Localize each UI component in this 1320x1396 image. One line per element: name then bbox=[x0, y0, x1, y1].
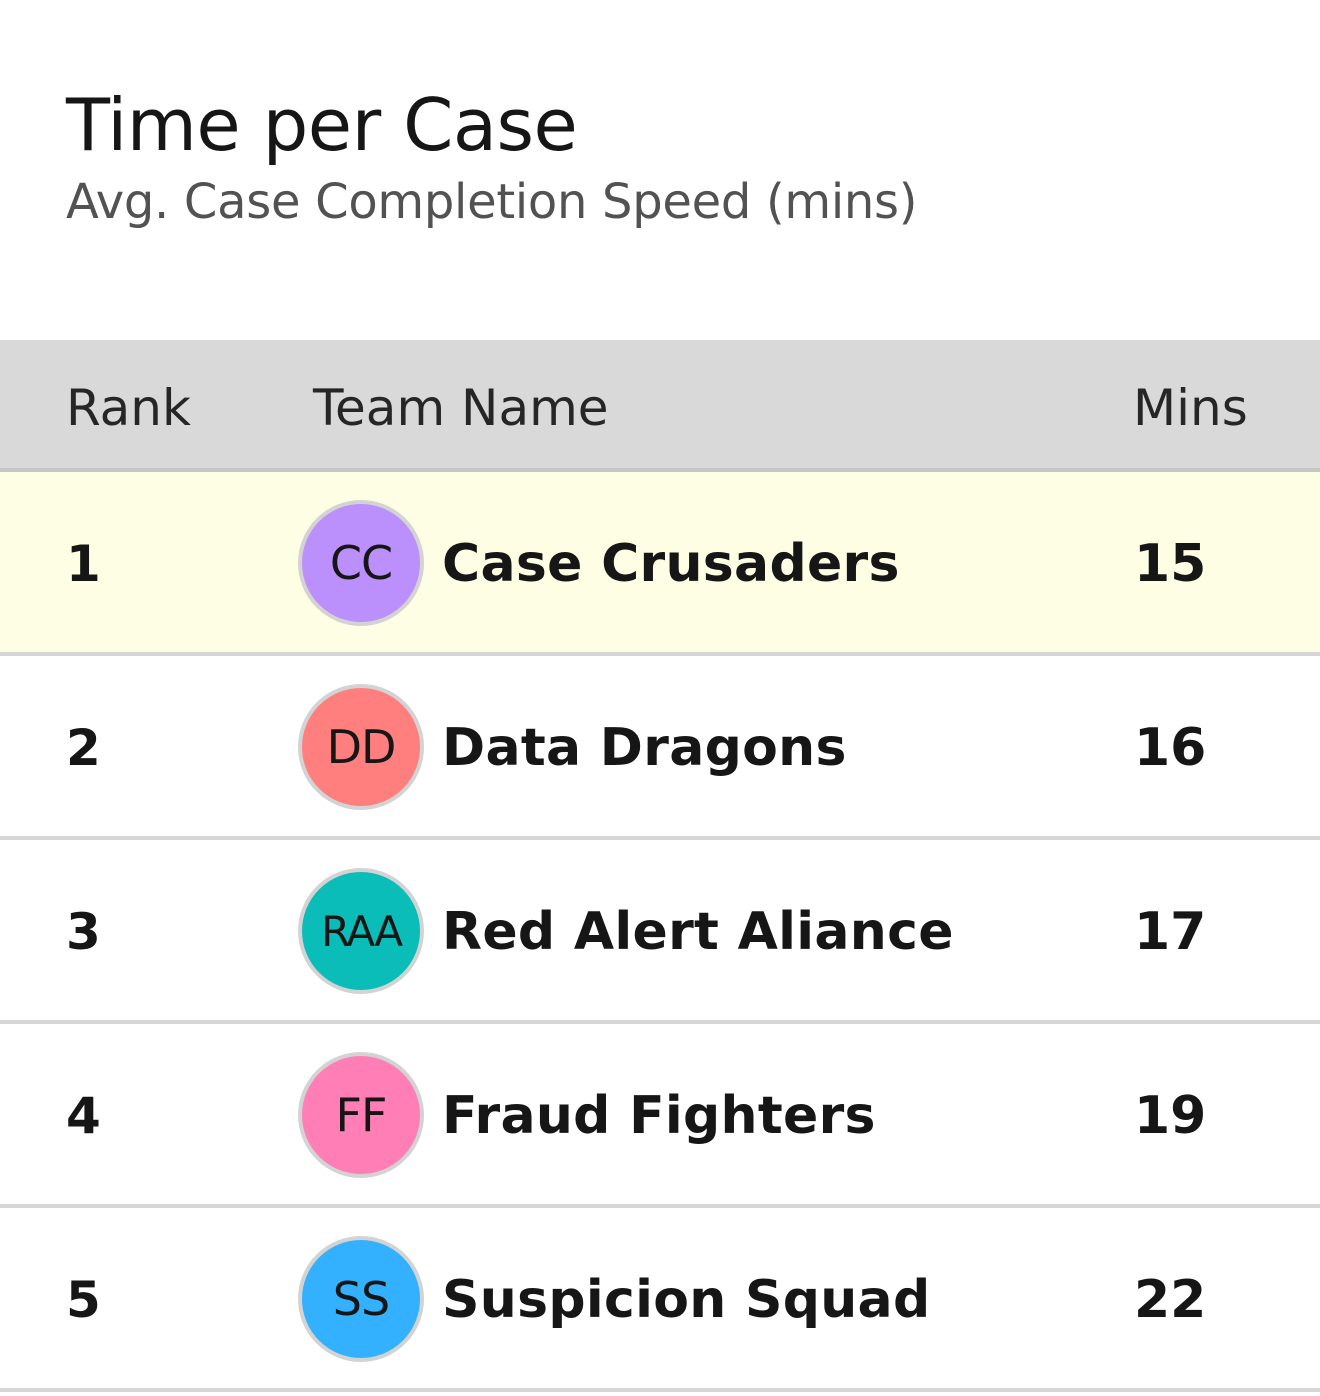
team-name-cell: Case Crusaders bbox=[442, 534, 900, 594]
team-avatar: RAA bbox=[298, 868, 424, 994]
table-row[interactable]: 2 DD Data Dragons 16 bbox=[0, 656, 1320, 840]
team-name-cell: Suspicion Squad bbox=[442, 1270, 931, 1330]
table-row[interactable]: 1 CC Case Crusaders 15 bbox=[0, 472, 1320, 656]
column-header-rank[interactable]: Rank bbox=[66, 379, 191, 437]
mins-cell: 19 bbox=[1134, 1086, 1207, 1146]
rank-cell: 3 bbox=[66, 903, 101, 961]
mins-cell: 17 bbox=[1134, 902, 1207, 962]
table-row[interactable]: 3 RAA Red Alert Aliance 17 bbox=[0, 840, 1320, 1024]
team-avatar: DD bbox=[298, 684, 424, 810]
rank-cell: 5 bbox=[66, 1271, 101, 1329]
table-header: Rank Team Name Mins bbox=[0, 340, 1320, 472]
mins-cell: 16 bbox=[1134, 718, 1207, 778]
rank-cell: 2 bbox=[66, 719, 101, 777]
team-avatar: CC bbox=[298, 500, 424, 626]
column-header-team-name[interactable]: Team Name bbox=[313, 379, 609, 437]
mins-cell: 15 bbox=[1134, 534, 1207, 594]
mins-cell: 22 bbox=[1134, 1270, 1207, 1330]
team-avatar: FF bbox=[298, 1052, 424, 1178]
rank-cell: 4 bbox=[66, 1087, 101, 1145]
team-name-cell: Data Dragons bbox=[442, 718, 847, 778]
column-header-mins[interactable]: Mins bbox=[1133, 379, 1248, 437]
table-row[interactable]: 4 FF Fraud Fighters 19 bbox=[0, 1024, 1320, 1208]
leaderboard-table: Rank Team Name Mins 1 CC Case Crusaders … bbox=[0, 340, 1320, 1392]
card-title: Time per Case bbox=[66, 83, 578, 167]
table-row[interactable]: 5 SS Suspicion Squad 22 bbox=[0, 1208, 1320, 1392]
team-name-cell: Fraud Fighters bbox=[442, 1086, 876, 1146]
team-name-cell: Red Alert Aliance bbox=[442, 902, 954, 962]
team-avatar: SS bbox=[298, 1236, 424, 1362]
rank-cell: 1 bbox=[66, 535, 101, 593]
card-header: Time per Case Avg. Case Completion Speed… bbox=[66, 80, 1290, 234]
card-subtitle: Avg. Case Completion Speed (mins) bbox=[66, 174, 918, 230]
